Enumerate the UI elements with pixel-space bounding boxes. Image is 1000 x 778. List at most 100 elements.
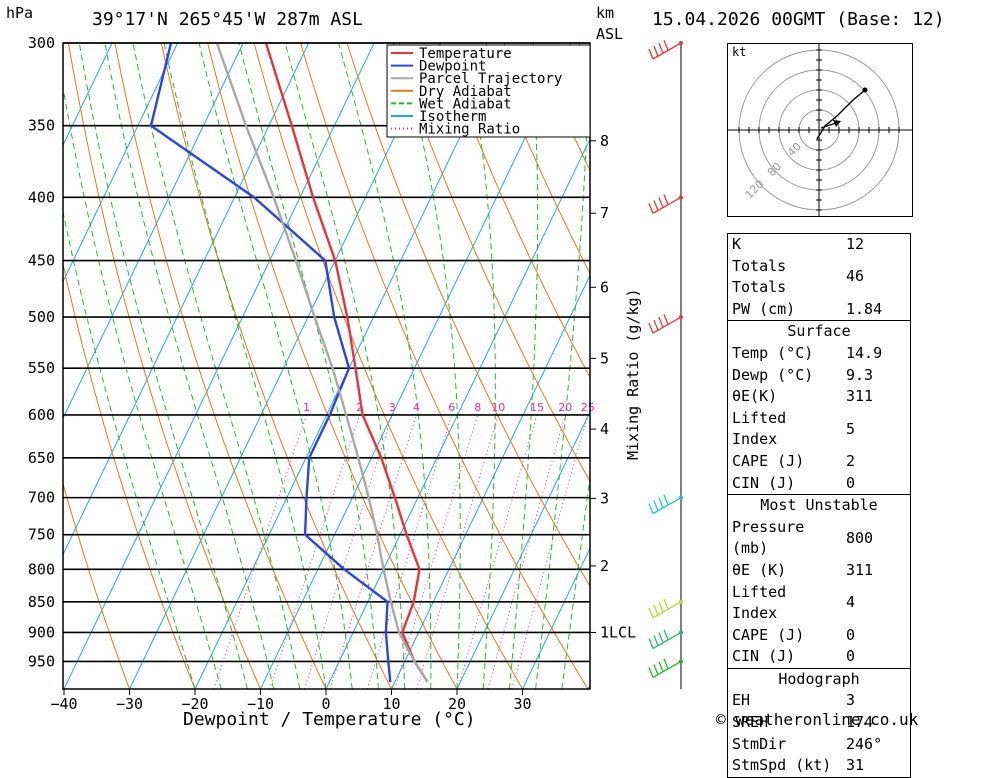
pressure-tick-label: 400 [28,188,55,206]
dry-adiabat-line [62,6,260,689]
wind-barb-feather [659,198,663,208]
index-label: EH [728,690,843,712]
wind-barb-staff [653,43,681,59]
wind-barb-feather [659,633,663,643]
wind-barb-feather [654,665,658,675]
index-label: Totals Totals [728,256,843,299]
index-value: 246° [842,734,911,756]
wind-barb-feather [664,195,668,205]
section-title: Surface [728,321,911,343]
wind-barb-dot [679,659,683,663]
km-tick-label: 4 [600,420,609,438]
index-label: θE (K) [728,560,843,582]
pressure-tick-label: 900 [28,623,55,641]
section-title: Hodograph [728,669,911,691]
isotherm-line [64,43,374,689]
pressure-tick-label: 750 [28,526,55,544]
km-tick-label: 3 [600,489,609,507]
pressure-tick-label: 700 [28,489,55,507]
indices-surface: Surface Temp (°C)14.9 Dewp (°C)9.3 θE(K)… [727,321,911,495]
pressure-tick-label: 650 [28,449,55,467]
wind-barb-staff [653,197,681,213]
plot-frame [63,43,590,689]
mixing-ratio-label: 10 [491,401,505,414]
height-unit-km: km [596,4,614,22]
isotherm-line [392,43,702,689]
index-value: 4 [842,582,911,625]
index-label: θE(K) [728,386,843,408]
wind-barb-staff [653,498,681,514]
index-label: K [728,234,843,256]
wet-adiabat-line [536,43,590,689]
wind-barb-feather [664,314,668,324]
km-tick-label: 5 [600,349,609,367]
wind-barb-feather [654,46,658,56]
wind-barb-feather [664,40,668,50]
index-label: PW (cm) [728,299,843,321]
wind-barb [649,599,683,618]
index-value: 3 [842,690,911,712]
index-label: Lifted Index [728,408,843,451]
wind-barb [649,195,683,214]
wind-barb-feather [664,599,668,609]
isotherm-line [0,43,112,689]
wind-barb-feather [659,317,663,327]
wind-barb [649,314,683,333]
wind-barb-feather [659,662,663,672]
wind-barb-feather [664,630,668,640]
mixing-ratio-label: 3 [389,401,396,414]
wind-barb-feather [659,498,663,508]
index-row: PW (cm)1.84 [728,299,911,321]
wind-barb-feather [649,667,653,677]
isotherm-line [0,43,178,689]
index-value: 0 [842,473,911,495]
index-label: CIN (J) [728,473,843,495]
isotherm-line [195,43,505,689]
pressure-tick-label: 600 [28,406,55,424]
wind-barb-feather [659,43,663,53]
km-tick-label: 7 [600,204,609,222]
wind-barb-feather [654,636,658,646]
mixing-ratio-label: 15 [530,401,544,414]
index-value: 14.9 [842,343,911,365]
wet-adiabat-line [400,43,461,689]
hodograph-ring-label: 120 [743,178,767,202]
pressure-tick-label: 950 [28,652,55,670]
wind-barb-dot [679,315,683,319]
wind-barb-feather [649,638,653,648]
wind-barb-dot [679,600,683,604]
mixing-ratio-axis-label: Mixing Ratio (g/kg) [624,288,642,460]
index-value: 31 [842,755,911,777]
index-value: 5 [842,408,911,451]
dry-adiabat-line [17,6,195,689]
mixing-ratio-label: 25 [581,401,595,414]
index-value: 0 [842,625,911,647]
location-title: 39°17'N 265°45'W 287m ASL [92,9,363,30]
pressure-tick-label: 550 [28,359,55,377]
index-label: CAPE (J) [728,625,843,647]
mixing-ratio-line [214,415,307,689]
x-axis-label: Dewpoint / Temperature (°C) [183,709,476,730]
wind-barb-dot [679,41,683,45]
index-value: 2 [842,451,911,473]
index-value: 174 [842,712,911,734]
mixing-ratio-label: 1 [303,401,310,414]
index-value: 0 [842,646,911,668]
wind-barb-staff [653,602,681,618]
wet-adiabat-line [509,43,537,689]
wind-barb-feather [654,501,658,511]
index-label: SREH [728,712,843,734]
wind-barb-feather [654,200,658,210]
hodograph-unit: kt [732,45,746,59]
x-tick-label: 30 [513,695,531,713]
index-label: StmSpd (kt) [728,755,843,777]
x-tick-label: −30 [116,695,143,713]
wind-barb-dot [679,195,683,199]
dry-adiabat-line [0,6,129,689]
km-tick-label: 6 [600,278,609,296]
index-value: 311 [842,386,911,408]
isotherm-line [457,43,767,689]
